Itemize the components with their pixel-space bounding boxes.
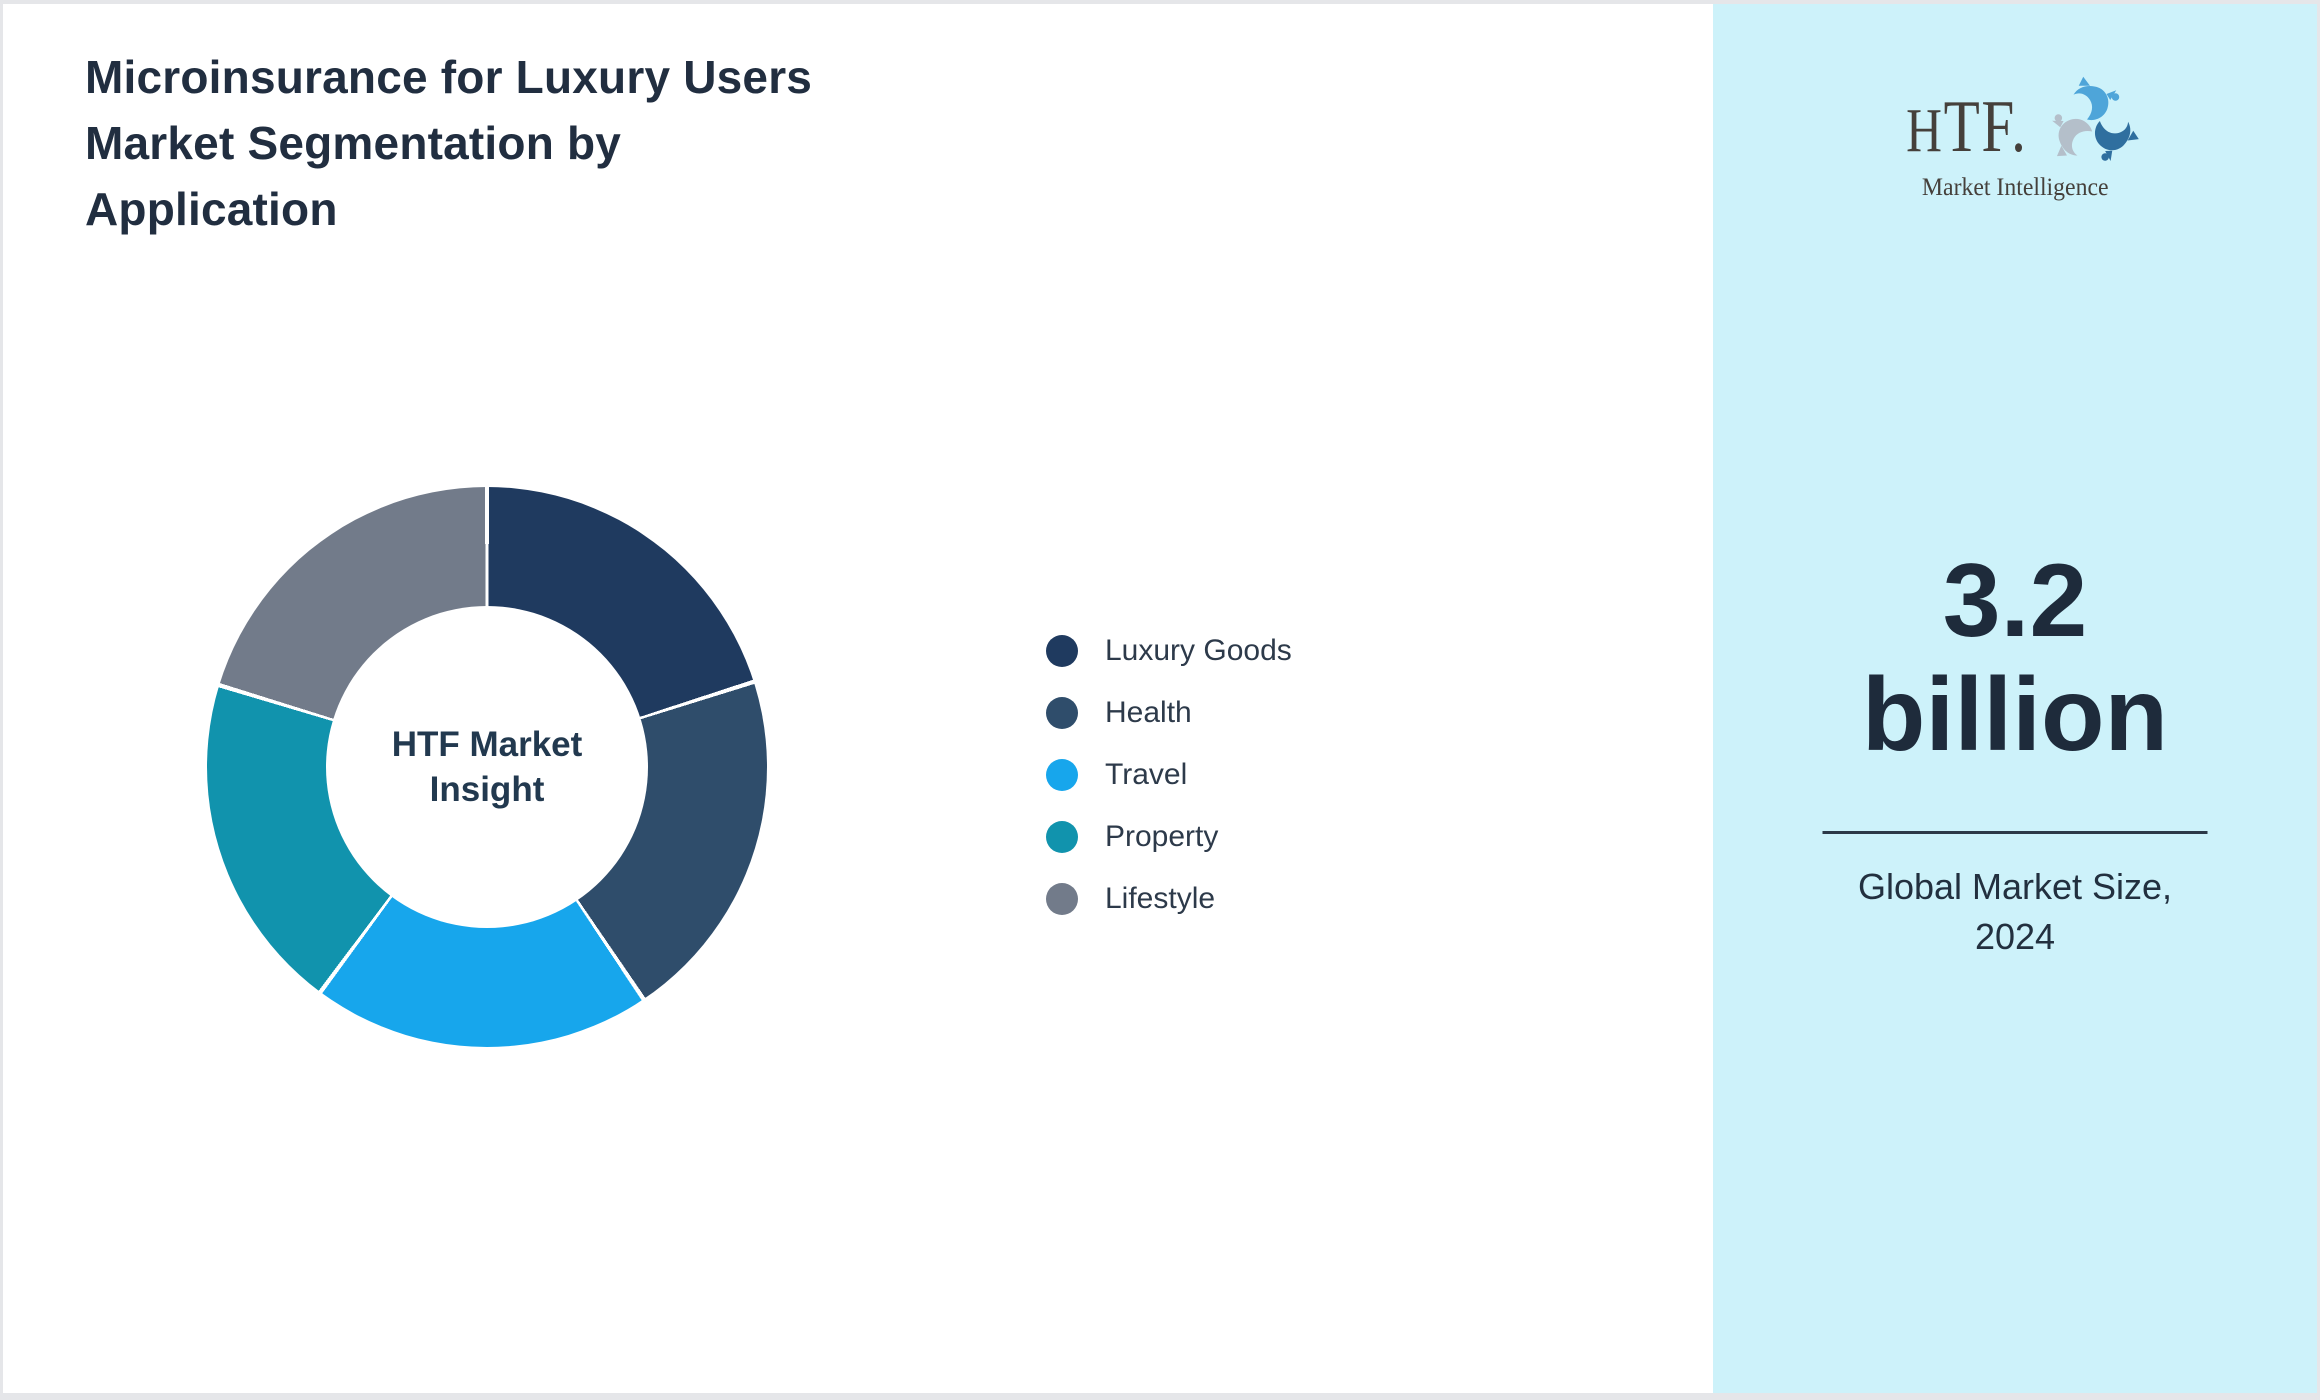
market-size-unit: billion bbox=[1861, 657, 2169, 773]
divider-line bbox=[1822, 831, 2208, 834]
htf-logo-letters-tf: TF. bbox=[1943, 85, 2028, 168]
legend-label: Luxury Goods bbox=[1105, 634, 1292, 667]
market-size-panel: HTF. bbox=[1713, 4, 2317, 1393]
htf-logo-text: HTF. bbox=[1906, 85, 2027, 170]
page-title-line: Application bbox=[85, 183, 338, 235]
legend-color-dot bbox=[1046, 821, 1078, 853]
donut-center-label-line: HTF Market bbox=[391, 725, 583, 764]
donut-center-label: HTF Market Insight bbox=[392, 722, 583, 812]
market-size-value: 3.2 billion bbox=[1713, 544, 2317, 772]
legend-color-dot bbox=[1046, 883, 1078, 915]
market-size-caption-line: 2024 bbox=[1974, 916, 2056, 957]
legend-color-dot bbox=[1046, 759, 1078, 791]
market-size-number: 3.2 bbox=[1942, 543, 2088, 659]
htf-logo-dolphins-icon bbox=[2052, 76, 2139, 162]
market-size-caption-line: Global Market Size, bbox=[1857, 866, 2173, 907]
htf-logo-row: HTF. bbox=[1891, 76, 2139, 170]
donut-center-label-line: Insight bbox=[429, 770, 545, 809]
chart-legend: Luxury Goods Health Travel Property Life… bbox=[1046, 634, 1292, 915]
legend-label: Property bbox=[1105, 820, 1219, 853]
htf-logo-subtitle: Market Intelligence bbox=[1921, 174, 2109, 201]
legend-item-travel[interactable]: Travel bbox=[1046, 758, 1292, 791]
page-title-line: Market Segmentation by bbox=[85, 117, 622, 169]
legend-item-health[interactable]: Health bbox=[1046, 696, 1292, 729]
donut-center: HTF Market Insight bbox=[326, 606, 648, 928]
page-title-line: Microinsurance for Luxury Users bbox=[85, 51, 813, 103]
htf-logo-letter-h: H bbox=[1906, 96, 1944, 165]
donut-chart: HTF Market Insight bbox=[207, 487, 767, 1047]
market-size-caption: Global Market Size, 2024 bbox=[1713, 862, 2317, 962]
legend-item-lifestyle[interactable]: Lifestyle bbox=[1046, 882, 1292, 915]
legend-color-dot bbox=[1046, 697, 1078, 729]
legend-color-dot bbox=[1046, 635, 1078, 667]
htf-logo: HTF. bbox=[1713, 76, 2317, 202]
legend-label: Health bbox=[1105, 696, 1192, 729]
legend-label: Travel bbox=[1105, 758, 1188, 791]
legend-label: Lifestyle bbox=[1105, 882, 1216, 915]
legend-item-luxury-goods[interactable]: Luxury Goods bbox=[1046, 634, 1292, 667]
legend-item-property[interactable]: Property bbox=[1046, 820, 1292, 853]
page-title: Microinsurance for Luxury Users Market S… bbox=[85, 44, 812, 242]
